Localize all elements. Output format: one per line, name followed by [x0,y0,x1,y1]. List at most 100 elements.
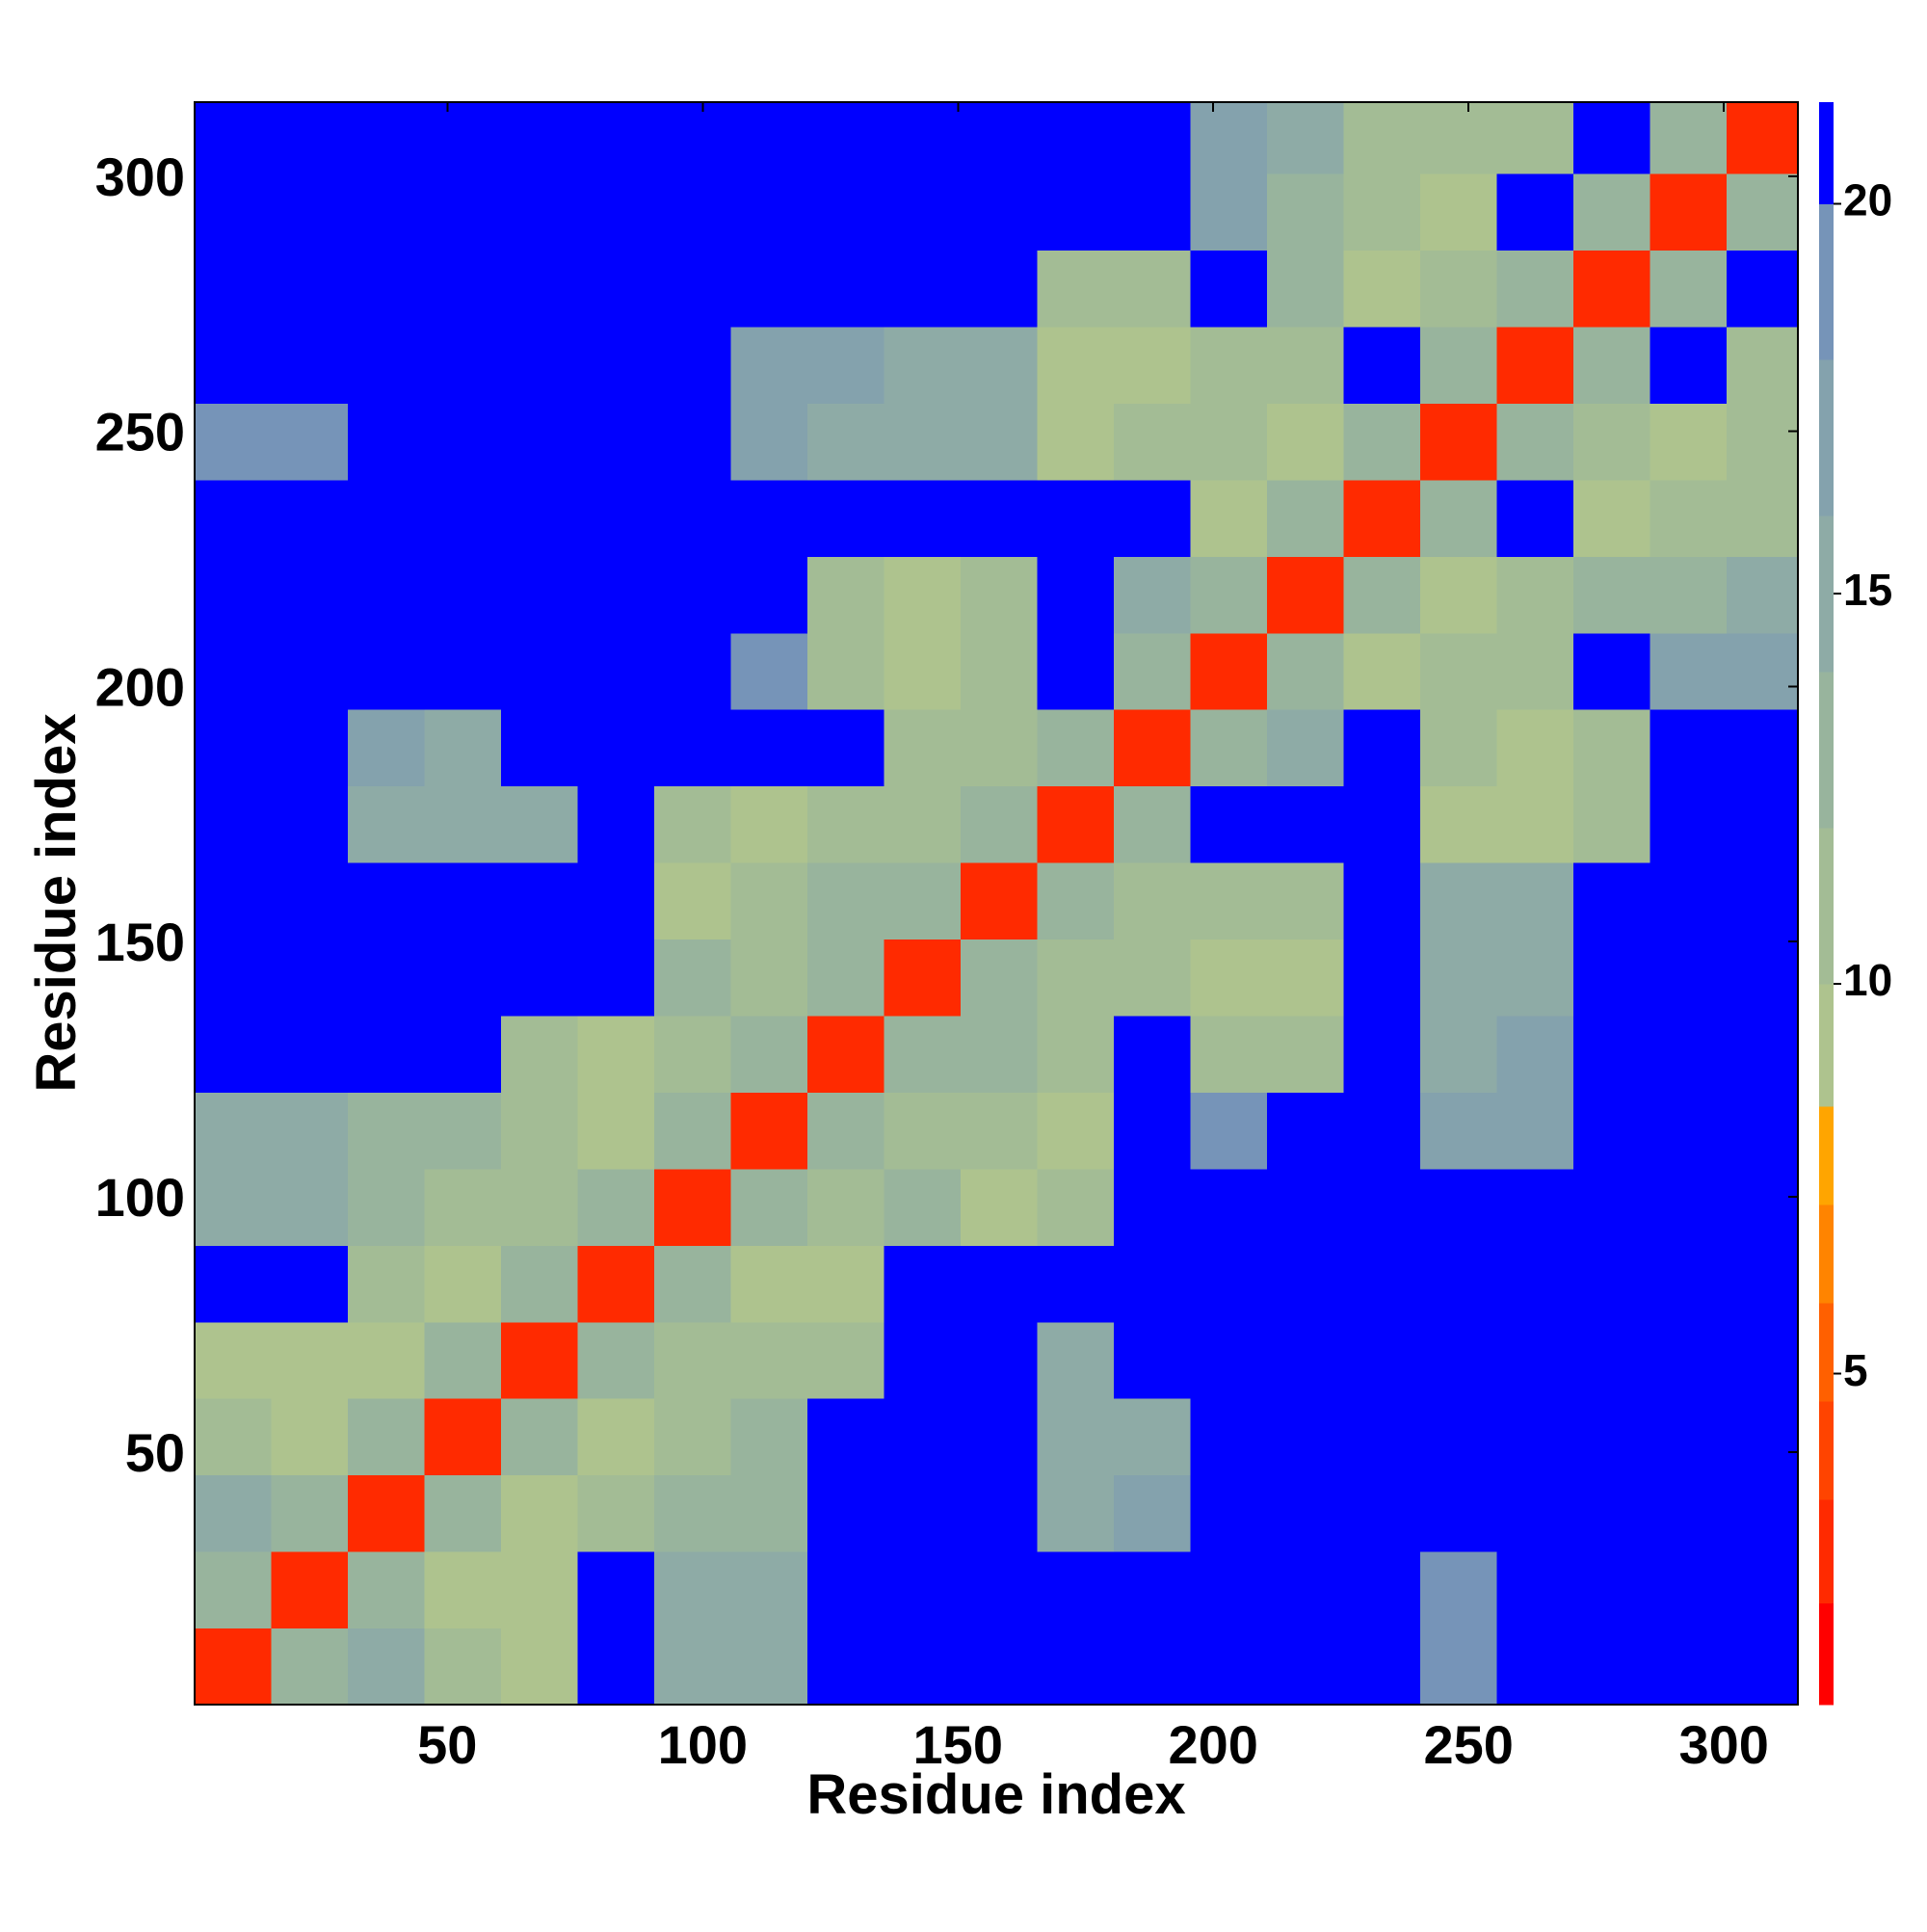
heat-cell [960,173,1038,251]
heat-cell [884,632,962,710]
colorbar-segment [1819,516,1834,673]
heat-cell [884,1321,962,1399]
heat-cell [884,1398,962,1476]
heat-cell [1266,102,1344,174]
heat-cell [1266,632,1344,710]
heat-cell [1190,556,1268,634]
heat-cell [1343,403,1421,481]
heat-cell [1496,1016,1574,1093]
heat-cell [653,1551,731,1629]
heat-cell [424,1092,502,1170]
heat-cell [1726,102,1799,174]
heat-cell [884,556,962,634]
heat-cell [1650,632,1728,710]
heat-cell [347,939,425,1017]
heat-cell [1266,1551,1344,1629]
heat-cell [1113,1628,1191,1706]
heat-cell [884,1016,962,1093]
heat-cell [1726,1628,1799,1706]
heat-cell [806,1474,884,1552]
heat-cell [1190,1168,1268,1246]
heat-cell [1496,173,1574,251]
heat-cell [1572,1168,1650,1246]
heat-cell [195,1168,272,1246]
heat-cell [500,785,578,863]
heat-cell [1419,1168,1497,1246]
heat-cell [1726,173,1799,251]
heat-cell [1343,556,1421,634]
heat-cell [577,1168,655,1246]
heat-cell [195,327,272,404]
heat-cell [1419,1551,1497,1629]
heat-cell [1113,1321,1191,1399]
heat-cell [1343,1092,1421,1170]
heat-cell [1650,939,1728,1017]
heat-cell [1650,1016,1728,1093]
heat-cell [1572,173,1650,251]
heat-cell [424,250,502,328]
heat-cell [1496,403,1574,481]
heat-cell [730,939,808,1017]
heat-cell [653,479,731,557]
heat-cell [1496,862,1574,940]
heat-cell [1496,1092,1574,1170]
heatmap [195,102,1799,1706]
heat-cell [653,785,731,863]
heat-cell [500,1016,578,1093]
heat-cell [1343,1628,1421,1706]
heat-cell [347,1168,425,1246]
heat-cell [500,556,578,634]
heat-cell [1266,862,1344,940]
heat-cell [653,1628,731,1706]
heat-cell [1266,1168,1344,1246]
heat-cell [424,1245,502,1323]
heat-cell [1650,102,1728,174]
heat-cell [1650,1168,1728,1246]
heat-cell [1190,1092,1268,1170]
heat-cell [1419,556,1497,634]
heat-cell [1037,862,1115,940]
heat-cell [884,1168,962,1246]
heat-cell [577,1474,655,1552]
heat-cell [1419,1016,1497,1093]
heat-cell [884,479,962,557]
heat-cell [884,403,962,481]
heat-cell [1650,1551,1728,1629]
heat-cell [195,1245,272,1323]
heat-cell [1572,1092,1650,1170]
heat-cell [884,102,962,174]
heat-cell [730,1168,808,1246]
colorbar-segment [1819,827,1834,985]
heat-cell [1419,785,1497,863]
heat-cell [653,1168,731,1246]
heat-cell [884,1474,962,1552]
heat-cell [577,939,655,1017]
heat-cell [730,479,808,557]
heat-cell [1726,632,1799,710]
heat-cell [1037,1016,1115,1093]
heat-cell [1113,632,1191,710]
colorbar-segment [1819,1401,1834,1500]
heat-cell [577,479,655,557]
heat-cell [1113,862,1191,940]
heat-cell [653,556,731,634]
heat-cell [1343,1321,1421,1399]
heat-cell [1343,939,1421,1017]
heat-cell [424,632,502,710]
colorbar-segment [1819,203,1834,360]
heat-cell [1037,1168,1115,1246]
heat-cell [1343,173,1421,251]
x-tick-label: 150 [913,1714,1003,1775]
heat-cell [1266,327,1344,404]
heat-cell [271,1168,349,1246]
heat-cell [960,1321,1038,1399]
heat-cell [271,1398,349,1476]
heat-cell [500,250,578,328]
x-tick-label: 200 [1169,1714,1258,1775]
heat-cell [1113,173,1191,251]
heat-cell [1037,479,1115,557]
y-tick-label: 100 [95,1167,185,1228]
heat-cell [806,1245,884,1323]
heat-cell [347,479,425,557]
heat-cell [271,1551,349,1629]
